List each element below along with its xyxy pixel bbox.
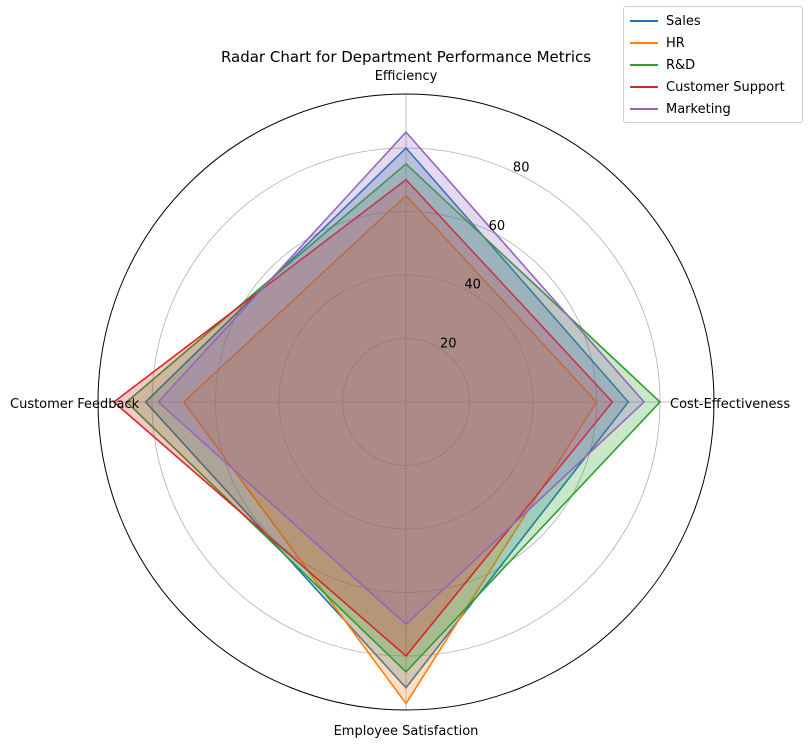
r-tick-label: 60 [489, 219, 506, 234]
legend-swatch [630, 108, 658, 110]
legend-swatch [630, 20, 658, 22]
series-sales [144, 146, 630, 690]
legend-swatch [630, 64, 658, 66]
legend-label: Sales [666, 13, 701, 29]
grid-ring [278, 274, 534, 530]
series-line [112, 178, 614, 658]
legend-item: R&D [624, 54, 802, 76]
chart-legend: Sales HR R&D Customer Support Marketing [623, 6, 803, 123]
legend-label: Marketing [666, 101, 731, 117]
series-fill [183, 195, 597, 704]
category-label: Cost-Effectiveness [670, 397, 790, 412]
legend-item: Sales [624, 10, 802, 32]
r-tick-label: 40 [464, 278, 481, 293]
series-fill [145, 148, 629, 688]
series-layer [112, 130, 662, 706]
legend-swatch [630, 86, 658, 88]
series-marketing [157, 130, 646, 626]
series-hr [182, 194, 598, 706]
legend-label: Customer Support [666, 79, 785, 95]
r-tick-label: 80 [513, 160, 530, 175]
series-fill [113, 179, 613, 656]
series-line [144, 146, 630, 690]
series-fill [158, 132, 645, 625]
series-line [125, 162, 662, 674]
legend-item: HR [624, 32, 802, 54]
series-customer-support [112, 178, 614, 658]
legend-label: HR [666, 35, 685, 51]
series-line [157, 130, 646, 626]
axis-labels: 20 40 60 80 Efficiency Cost-Effectiveness Empl… [10, 69, 790, 739]
r-tick-label: 20 [440, 336, 457, 351]
category-label: Employee Satisfaction [334, 724, 479, 739]
legend-swatch [630, 42, 658, 44]
grid-ring [342, 338, 470, 466]
category-label: Efficiency [375, 69, 438, 84]
category-label: Customer Feedback [10, 397, 140, 412]
legend-label: R&D [666, 57, 696, 73]
chart-title: Radar Chart for Department Performance M… [221, 48, 591, 66]
legend-item: Marketing [624, 98, 802, 120]
series-line [182, 194, 598, 706]
legend-item: Customer Support [624, 76, 802, 98]
outer-frame [97, 93, 715, 711]
